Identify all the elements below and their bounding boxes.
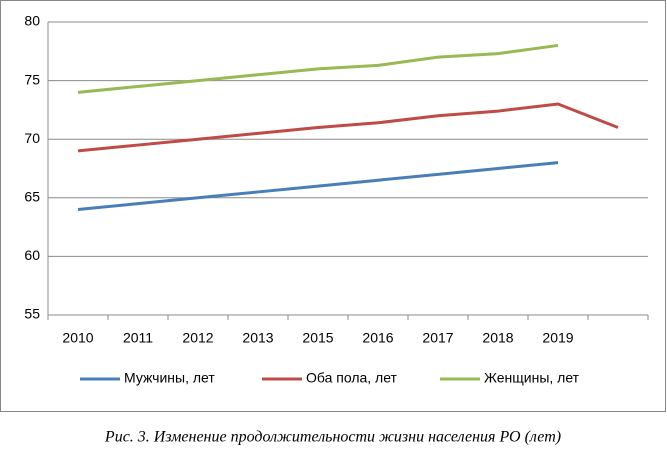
y-tick-label: 60 xyxy=(24,247,40,263)
y-tick-label: 65 xyxy=(24,189,40,205)
x-tick-label: 2012 xyxy=(182,330,213,346)
series-line xyxy=(77,161,559,212)
legend-label: Женщины, лет xyxy=(484,370,580,386)
x-tick-label: 2010 xyxy=(62,330,93,346)
x-tick-label: 2017 xyxy=(422,330,453,346)
x-tick-label: 2019 xyxy=(542,330,573,346)
series-line xyxy=(77,102,619,153)
x-tick-label: 2011 xyxy=(123,330,153,346)
x-tick-label: 2018 xyxy=(482,330,513,346)
legend-label: Оба пола, лет xyxy=(306,370,398,386)
series-line xyxy=(77,43,559,94)
y-tick-label: 70 xyxy=(24,130,40,146)
y-tick-label: 75 xyxy=(24,71,40,87)
x-tick-label: 2013 xyxy=(242,330,273,346)
y-tick-label: 55 xyxy=(24,306,40,322)
y-tick-label: 80 xyxy=(24,13,40,29)
caption: Рис. 3. Изменение продолжительности жизн… xyxy=(104,429,561,446)
legend-label: Мужчины, лет xyxy=(124,370,215,386)
x-tick-label: 2015 xyxy=(302,330,333,346)
x-tick-label: 2016 xyxy=(362,330,393,346)
